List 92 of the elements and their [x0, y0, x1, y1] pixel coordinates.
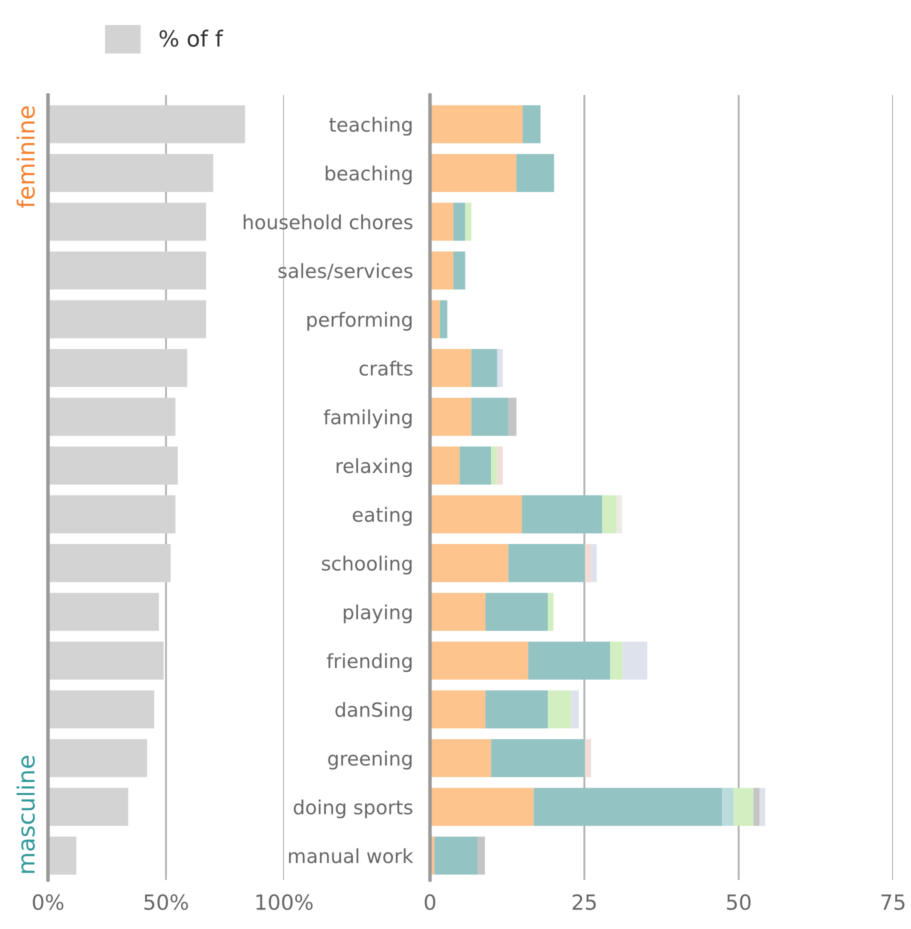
bar [430, 739, 492, 778]
bar [591, 544, 597, 582]
bar [584, 739, 592, 778]
bar [430, 495, 522, 534]
bar [753, 788, 760, 826]
bar [434, 836, 478, 875]
y-tick-label: manual work [289, 848, 414, 864]
bar [616, 495, 622, 534]
bar [430, 642, 528, 680]
bar [48, 300, 206, 338]
bar [48, 105, 246, 144]
bar [430, 154, 516, 192]
y-tick-label: greening [328, 750, 412, 770]
bar [48, 349, 188, 388]
bar [584, 544, 592, 582]
bar [48, 592, 159, 631]
bar [508, 544, 585, 582]
y-tick-label: danSing [335, 702, 412, 721]
bar [534, 788, 722, 826]
bar [491, 739, 585, 778]
y-tick-label: performing [307, 312, 412, 331]
y-tick-label: friending [326, 653, 412, 672]
x-tick-label: 75 [881, 894, 904, 910]
bar [430, 398, 472, 436]
bar [453, 202, 466, 241]
y-tick-label: familying [324, 409, 412, 428]
bar [48, 495, 176, 534]
bar [516, 154, 554, 192]
y-tick-label: crafts [360, 360, 412, 376]
bar [430, 105, 523, 144]
bar [548, 690, 572, 728]
bar [48, 788, 128, 826]
bar [48, 202, 206, 241]
bar [497, 349, 503, 388]
bar [430, 252, 454, 290]
bar [440, 300, 448, 338]
bar [722, 788, 734, 826]
bar [522, 495, 602, 534]
bar [48, 690, 154, 728]
x-tick-label: 50 [727, 894, 751, 910]
y-tick-label: schooling [322, 556, 412, 575]
y-tick-label: eating [352, 506, 412, 526]
bar [430, 788, 534, 826]
y-tick-label: beaching [326, 166, 412, 184]
bar [571, 690, 579, 728]
bar [430, 446, 460, 485]
bar [430, 690, 486, 728]
bar [430, 544, 508, 582]
text: feminine [16, 106, 35, 208]
bar [528, 642, 610, 680]
bar [734, 788, 754, 826]
bar [491, 446, 498, 485]
y-tick-label: household chores [244, 214, 412, 230]
bar [48, 739, 148, 778]
bar [486, 592, 548, 631]
bar [48, 642, 164, 680]
x-tick-label: 25 [572, 894, 596, 910]
bar [48, 836, 76, 875]
bar [522, 105, 541, 144]
x-tick-label: 0% [32, 894, 64, 910]
y-tick-label: teaching [329, 116, 412, 136]
y-tick-label: relaxing [336, 458, 412, 477]
x-tick-label: 0 [424, 894, 436, 910]
bar [48, 398, 176, 436]
bar [486, 690, 548, 728]
bar [471, 349, 498, 388]
bar [460, 446, 492, 485]
bar [48, 544, 171, 582]
bar [453, 252, 466, 290]
bar [548, 592, 554, 631]
y-tick-label: playing [344, 604, 412, 624]
bar [760, 788, 766, 826]
bar [48, 446, 178, 485]
bar [48, 154, 214, 192]
y-tick-label: doing sports [294, 799, 412, 818]
bar [478, 836, 485, 875]
bar [430, 349, 472, 388]
legend-label: % of f [160, 30, 224, 47]
y-tick-label: sales/services [278, 263, 412, 280]
bar [610, 642, 623, 680]
bar [508, 398, 516, 436]
bar [48, 252, 206, 290]
bar [471, 398, 508, 436]
bar [430, 592, 486, 631]
bar [430, 202, 454, 241]
x-tick-label: 100% [256, 894, 313, 910]
x-tick-label: 50% [144, 894, 188, 910]
bar [602, 495, 616, 534]
bar [497, 446, 503, 485]
bar [622, 642, 648, 680]
text: masculine [16, 756, 35, 873]
bar [465, 202, 472, 241]
